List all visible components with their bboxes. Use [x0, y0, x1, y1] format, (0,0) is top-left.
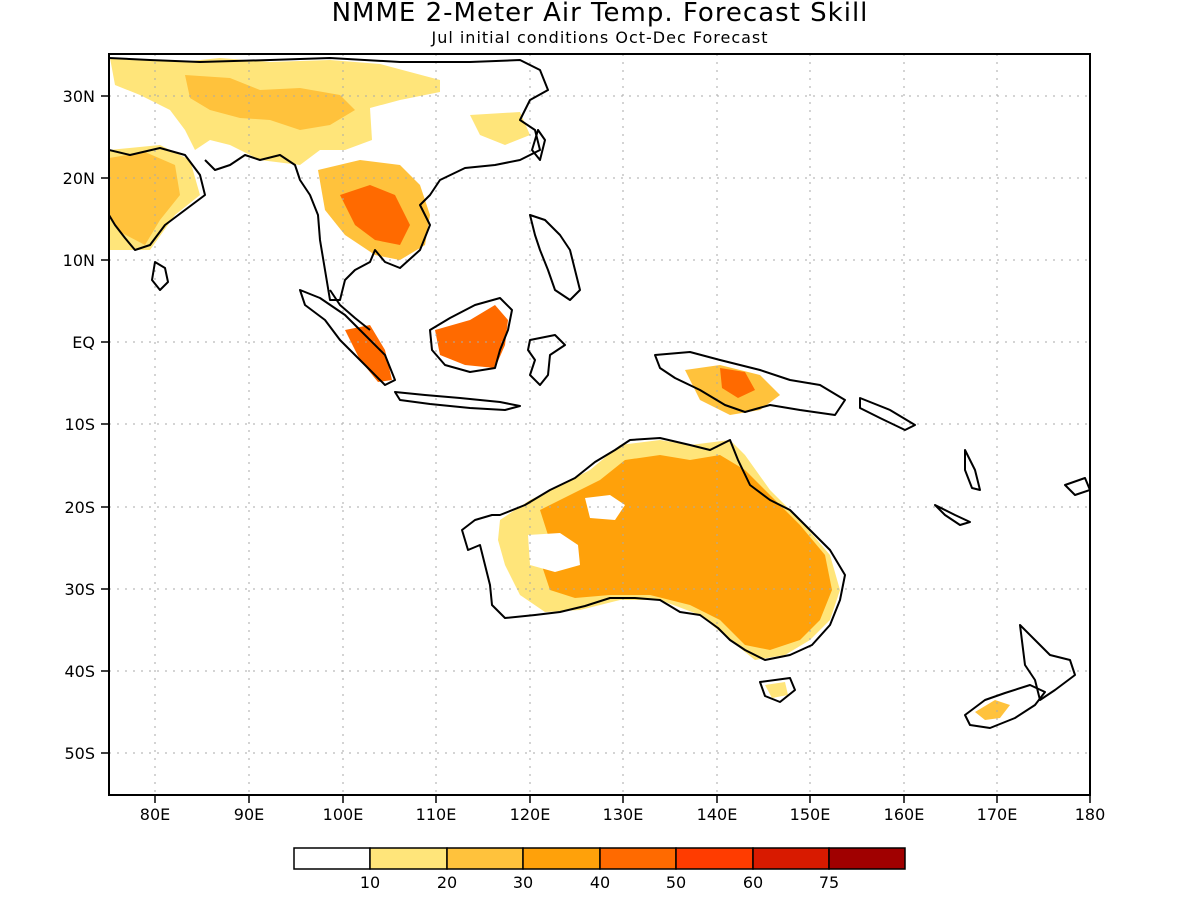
lon-label: 150E — [790, 805, 831, 824]
lon-axis-labels: 80E 90E 100E 110E 120E 130E 140E 150E 16… — [140, 805, 1106, 824]
coast-sri-lanka — [151, 261, 169, 291]
skill-region-australia-white — [528, 533, 580, 572]
colorbar-swatch — [522, 847, 601, 870]
lat-label: 40S — [64, 662, 95, 681]
colorbar-label: 30 — [513, 873, 533, 892]
lon-label: 170E — [977, 805, 1018, 824]
colorbar-label: 40 — [590, 873, 610, 892]
colorbar-swatch — [752, 847, 830, 870]
lon-label: 90E — [234, 805, 264, 824]
map-title: NMME 2-Meter Air Temp. Forecast Skill — [331, 0, 869, 28]
colorbar-label: 10 — [360, 873, 380, 892]
coastlines — [109, 57, 1090, 729]
lat-axis-labels: 30N 20N 10N EQ 10S 20S 30S 40S 50S — [63, 87, 95, 763]
coast-asia-north — [109, 57, 549, 301]
coast-malay-peninsula — [329, 289, 371, 331]
lon-label: 110E — [416, 805, 457, 824]
coast-india — [109, 147, 206, 251]
skill-region-tasmania — [765, 682, 788, 698]
colorbar-label: 75 — [819, 873, 839, 892]
coast-borneo — [429, 297, 513, 373]
lon-label: 180 — [1075, 805, 1106, 824]
skill-region-new-guinea-high — [720, 368, 755, 398]
lon-label: 130E — [603, 805, 644, 824]
lat-label: 10N — [63, 251, 95, 270]
tick-marks — [101, 95, 1091, 803]
lon-label: 120E — [510, 805, 551, 824]
lat-label: EQ — [72, 333, 95, 352]
coast-sulawesi — [527, 334, 566, 386]
skill-region-borneo — [435, 305, 508, 368]
coast-philippines — [529, 214, 581, 301]
lon-label: 100E — [323, 805, 364, 824]
skill-region-indochina-high — [340, 185, 410, 245]
coast-australia — [461, 437, 846, 661]
colorbar: 10 20 30 40 50 60 75 — [293, 847, 906, 892]
coast-vanuatu — [964, 449, 981, 491]
coast-new-guinea — [654, 351, 846, 416]
coast-fiji — [1064, 477, 1090, 496]
colorbar-label: 20 — [437, 873, 457, 892]
lon-label: 80E — [140, 805, 170, 824]
skill-region-china-coast — [470, 112, 530, 145]
coast-sumatra — [299, 289, 396, 386]
skill-region-india — [109, 152, 180, 245]
skill-shading — [109, 58, 1010, 720]
map-subtitle: Jul initial conditions Oct-Dec Forecast — [431, 28, 769, 47]
lat-label: 50S — [64, 744, 95, 763]
lat-label: 20S — [64, 498, 95, 517]
colorbar-label: 50 — [666, 873, 686, 892]
skill-region-sumatra — [345, 325, 392, 382]
lat-label: 10S — [64, 415, 95, 434]
colorbar-swatch — [293, 847, 371, 870]
lat-label: 30S — [64, 580, 95, 599]
coast-nz-south — [964, 684, 1046, 729]
coast-java — [394, 391, 521, 411]
colorbar-swatch — [599, 847, 677, 870]
lon-label: 140E — [697, 805, 738, 824]
lon-label: 160E — [884, 805, 925, 824]
coast-new-caledonia — [934, 504, 971, 526]
coast-nz-north — [1019, 624, 1076, 701]
colorbar-swatch — [369, 847, 448, 870]
skill-region-nz — [975, 700, 1010, 720]
colorbar-label: 60 — [743, 873, 763, 892]
coast-tasmania — [759, 677, 796, 703]
gridlines — [109, 54, 1090, 795]
lat-label: 20N — [63, 169, 95, 188]
coast-solomons — [859, 397, 916, 431]
skill-region-tibet-mid — [185, 75, 355, 130]
colorbar-swatch — [828, 847, 906, 870]
lat-label: 30N — [63, 87, 95, 106]
coast-taiwan — [531, 129, 546, 161]
colorbar-swatch — [675, 847, 754, 870]
colorbar-swatch — [446, 847, 524, 870]
